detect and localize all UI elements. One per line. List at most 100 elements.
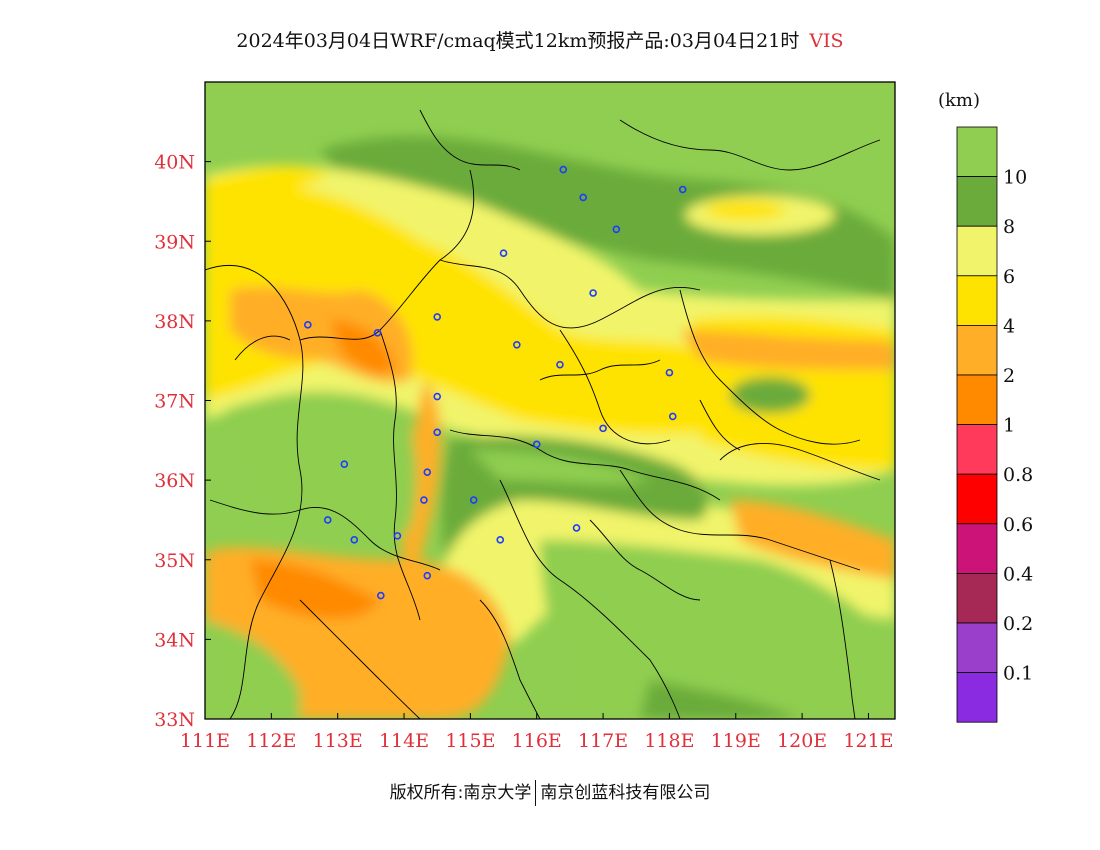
footer: 版权所有:南京大学 南京创蓝科技有限公司 — [0, 778, 1100, 806]
y-tick-label: 37N — [154, 391, 195, 413]
colorbar-swatch — [956, 672, 998, 723]
colorbar-unit-label: (km) — [938, 90, 981, 111]
x-tick-label: 119E — [711, 730, 761, 752]
x-tick-label: 112E — [246, 730, 296, 752]
visibility-fill-field — [205, 136, 895, 719]
x-tick-label: 111E — [180, 730, 230, 752]
station-marker — [556, 360, 564, 369]
footer-company: 南京创蓝科技有限公司 — [540, 783, 711, 803]
region-1-2km-shanxi — [330, 320, 395, 374]
x-tick-label: 113E — [313, 730, 363, 752]
x-tick-label: 114E — [379, 730, 429, 752]
station-marker — [340, 460, 349, 469]
colorbar-swatch — [956, 176, 998, 227]
station-marker — [350, 536, 359, 544]
province-county-borders — [205, 109, 881, 719]
colorbar-swatch — [956, 225, 998, 277]
boundary-line — [439, 259, 701, 329]
x-tick-label: 116E — [512, 730, 562, 752]
region-8km-shandong — [730, 377, 810, 413]
footer-copyright: 版权所有:南京大学 — [389, 783, 532, 803]
station-marker — [496, 536, 505, 544]
colorbar-swatch — [956, 573, 998, 624]
station-marker — [559, 165, 568, 174]
boundary-line — [449, 429, 721, 501]
station-marker — [678, 185, 687, 194]
colorbar-swatch — [956, 473, 998, 525]
colorbar: 10 8 6 4 2 1 0.8 0.6 0.4 0.2 0.1 — [956, 126, 1033, 723]
station-marker — [423, 468, 432, 476]
station-marker — [599, 424, 607, 433]
y-tick-label: 36N — [154, 470, 195, 492]
station-marker — [499, 249, 508, 257]
region-10km-shanxi — [225, 395, 417, 543]
station-marker — [304, 321, 312, 329]
colorbar-label: 1 — [1003, 415, 1015, 437]
y-tick-label: 35N — [154, 550, 195, 572]
station-marker — [433, 428, 442, 437]
boundary-line — [619, 119, 881, 171]
map-title: 2024年03月04日WRF/cmaq模式12km预报产品:03月04日21时 V… — [0, 26, 1080, 53]
colorbar-label: 4 — [1003, 315, 1015, 337]
title-variable: VIS — [809, 30, 844, 52]
y-tick-label: 33N — [154, 709, 195, 731]
x-axis-ticks: 111E 112E 113E 114E 115E 116E 117E 118E 119E 120E… — [180, 713, 894, 752]
boundary-line — [419, 109, 521, 171]
region-2-4km-jiangsu — [730, 500, 895, 580]
x-tick-label: 115E — [445, 730, 495, 752]
station-marker — [579, 193, 587, 202]
region-2-4km-taihang — [402, 380, 441, 590]
boundary-line — [719, 442, 881, 481]
y-tick-label: 39N — [154, 231, 195, 253]
x-tick-label: 120E — [777, 730, 827, 752]
boundary-line — [205, 264, 304, 719]
station-marker — [423, 571, 432, 580]
region-8km-southeast — [640, 680, 800, 719]
colorbar-swatch — [956, 622, 998, 673]
city-stations — [304, 165, 687, 600]
colorbar-label: 0.4 — [1003, 563, 1033, 585]
station-marker — [612, 225, 621, 234]
region-4km-hebei-east — [705, 200, 785, 220]
boundary-line — [299, 599, 421, 719]
colorbar-swatch — [956, 374, 998, 425]
colorbar-swatch — [956, 424, 998, 475]
boundary-line — [379, 329, 421, 621]
colorbar-label: 8 — [1003, 216, 1015, 238]
boundary-line — [499, 479, 681, 719]
boundary-line — [619, 469, 861, 571]
station-marker — [433, 392, 442, 401]
station-marker — [469, 496, 478, 504]
region-4km-north-strip — [205, 165, 330, 210]
colorbar-swatch — [956, 324, 998, 376]
colorbar-swatch — [956, 275, 998, 326]
boundary-line — [539, 359, 661, 381]
colorbar-label: 10 — [1003, 167, 1027, 189]
y-tick-label: 40N — [154, 152, 195, 174]
map-plot-area — [205, 82, 895, 719]
footer-separator — [535, 780, 537, 806]
station-marker — [589, 289, 597, 297]
y-axis-ticks: 33N 34N 35N 36N 37N 38N 39N 40N — [154, 152, 211, 731]
boundary-line — [699, 399, 741, 451]
colorbar-label: 2 — [1003, 365, 1015, 387]
station-marker — [532, 440, 541, 449]
y-tick-label: 34N — [154, 629, 195, 651]
boundary-line — [209, 499, 441, 571]
region-1-2km-henan — [250, 560, 380, 619]
boundary-line — [589, 519, 701, 601]
region-2-4km-shandong-north — [680, 330, 895, 370]
station-marker — [433, 313, 442, 321]
station-marker — [373, 329, 382, 337]
boundary-line — [559, 329, 671, 445]
region-10km-southwest — [205, 620, 300, 719]
station-marker — [377, 591, 385, 600]
station-marker — [665, 368, 674, 377]
boundary-line — [679, 289, 861, 445]
region-10km-central — [470, 450, 650, 485]
station-marker — [513, 340, 521, 349]
station-marker — [572, 524, 581, 532]
colorbar-label: 0.6 — [1003, 514, 1033, 536]
boundary-line — [829, 559, 856, 719]
